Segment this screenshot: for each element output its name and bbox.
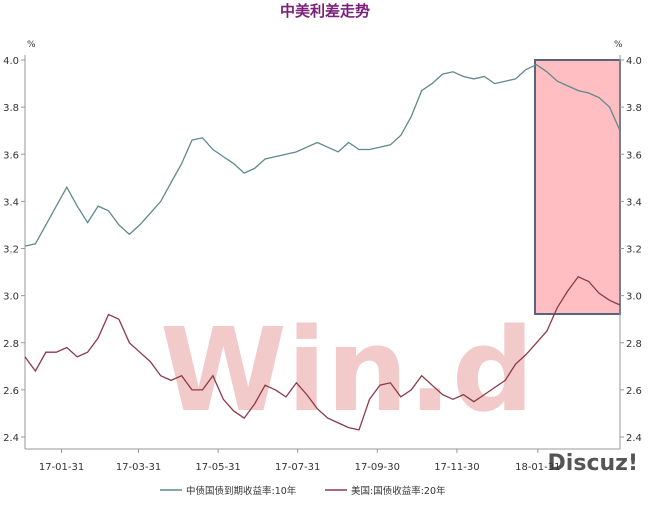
chart-title: 中美利差走势 xyxy=(280,2,370,20)
x-tick-label: 17-03-31 xyxy=(116,462,161,473)
y2-tick-label: 3.8 xyxy=(626,103,642,114)
legend-label: 美国:国债收益率:20年 xyxy=(351,485,446,497)
x-tick-label: 17-11-30 xyxy=(434,462,479,473)
x-tick-label: 17-01-31 xyxy=(39,462,84,473)
y2-tick-label: 3.0 xyxy=(626,292,642,303)
y2-axis-unit: % xyxy=(614,40,623,50)
y-tick-label: 4.0 xyxy=(3,56,19,67)
y2-tick-label: 3.6 xyxy=(626,150,642,161)
y-tick-label: 3.8 xyxy=(3,103,19,114)
y-tick-label: 2.4 xyxy=(3,433,19,444)
highlight-box xyxy=(534,59,621,315)
y2-tick-label: 2.6 xyxy=(626,386,642,397)
y2-tick-label: 2.8 xyxy=(626,339,642,350)
x-tick-label: 17-07-31 xyxy=(275,462,320,473)
y-tick-label: 3.4 xyxy=(3,197,19,208)
y2-tick-label: 3.2 xyxy=(626,245,642,256)
y-tick-label: 3.0 xyxy=(3,292,19,303)
x-tick-label: 17-09-30 xyxy=(355,462,400,473)
y-tick-label: 3.2 xyxy=(3,245,19,256)
y2-tick-label: 4.0 xyxy=(626,56,642,67)
y2-tick-label: 2.4 xyxy=(626,433,642,444)
corner-watermark: Discuz! xyxy=(548,451,638,476)
y-axis-unit: % xyxy=(27,40,36,50)
x-tick-label: 18-01-31 xyxy=(515,462,560,473)
line-series xyxy=(24,63,621,247)
y-tick-label: 3.6 xyxy=(3,150,19,161)
legend-label: 中债国债到期收益率:10年 xyxy=(186,485,297,497)
x-tick-label: 17-05-31 xyxy=(195,462,240,473)
line-series xyxy=(24,275,621,431)
y2-tick-label: 3.4 xyxy=(626,197,642,208)
y-tick-label: 2.6 xyxy=(3,386,19,397)
watermark: Win.d xyxy=(160,304,534,438)
y-tick-label: 2.8 xyxy=(3,339,19,350)
